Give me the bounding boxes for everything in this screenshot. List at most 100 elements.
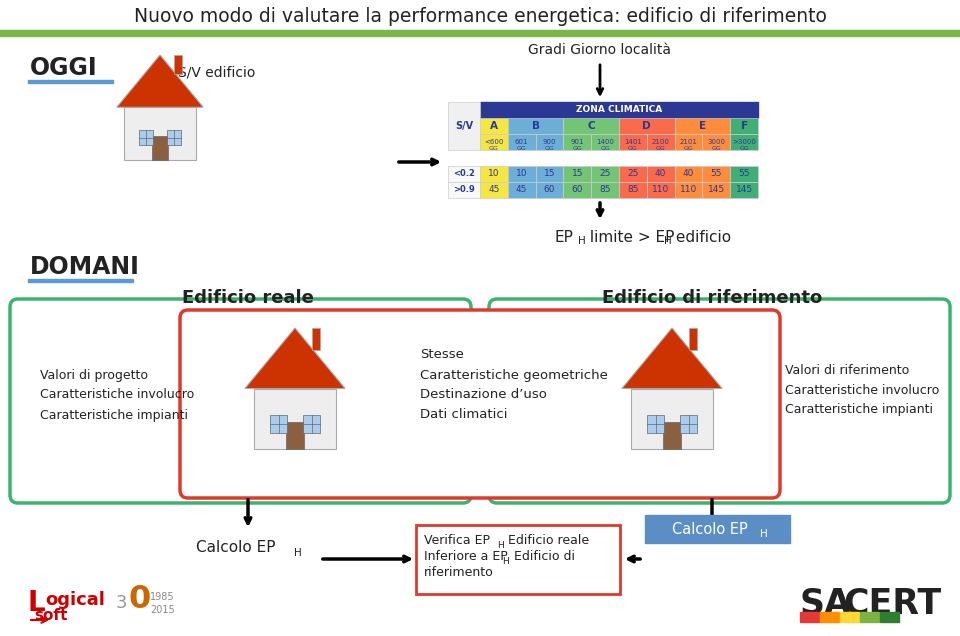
Bar <box>731 182 758 198</box>
Bar <box>880 612 899 622</box>
Bar <box>703 134 731 150</box>
Bar <box>619 118 675 134</box>
Bar <box>167 130 181 146</box>
Bar <box>508 182 536 198</box>
Text: edificio: edificio <box>671 230 732 244</box>
Text: ogical: ogical <box>45 591 105 609</box>
Text: 145: 145 <box>708 186 725 195</box>
Text: 110: 110 <box>652 186 669 195</box>
Text: 110: 110 <box>680 186 697 195</box>
Bar <box>675 182 703 198</box>
Text: 2101: 2101 <box>680 139 697 145</box>
Bar <box>28 279 133 282</box>
Text: Edificio di riferimento: Edificio di riferimento <box>602 289 822 307</box>
Bar <box>688 328 697 350</box>
Bar <box>731 166 758 182</box>
Text: 1400: 1400 <box>596 139 614 145</box>
Text: riferimento: riferimento <box>424 565 493 579</box>
Bar <box>591 166 619 182</box>
Text: 145: 145 <box>735 186 753 195</box>
Text: GG: GG <box>684 146 693 151</box>
Text: DOMANI: DOMANI <box>30 255 140 279</box>
Bar <box>681 415 697 432</box>
Bar <box>448 182 480 198</box>
Text: 25: 25 <box>627 170 638 179</box>
Bar <box>271 415 287 432</box>
Bar <box>508 166 536 182</box>
Text: 40: 40 <box>683 170 694 179</box>
Bar <box>591 182 619 198</box>
Text: 25: 25 <box>599 170 611 179</box>
Polygon shape <box>117 55 204 107</box>
Bar <box>536 182 564 198</box>
Text: 15: 15 <box>571 170 583 179</box>
Text: 3000: 3000 <box>708 139 726 145</box>
Text: Edificio reale: Edificio reale <box>182 289 314 307</box>
Text: 45: 45 <box>489 186 499 195</box>
Text: H: H <box>664 236 672 246</box>
Bar <box>619 166 647 182</box>
Text: GG: GG <box>489 146 499 151</box>
Text: Calcolo EP: Calcolo EP <box>196 541 276 555</box>
Text: 40: 40 <box>655 170 666 179</box>
Text: H: H <box>294 548 301 558</box>
Bar <box>731 118 758 134</box>
Bar <box>703 166 731 182</box>
Text: 3: 3 <box>116 594 128 612</box>
Bar <box>647 166 675 182</box>
Polygon shape <box>622 328 722 389</box>
Bar <box>0 33 960 36</box>
Bar <box>647 134 675 150</box>
Bar <box>564 182 591 198</box>
Text: L: L <box>28 589 46 617</box>
Text: 10: 10 <box>516 170 527 179</box>
Bar <box>480 102 758 118</box>
Text: Valori di riferimento
Caratteristiche involucro
Caratteristiche impianti: Valori di riferimento Caratteristiche in… <box>785 364 939 417</box>
Text: GG: GG <box>600 146 610 151</box>
Bar <box>675 118 731 134</box>
Text: S/V edificio: S/V edificio <box>178 65 255 79</box>
Text: CERT: CERT <box>843 587 941 621</box>
Bar <box>153 136 168 160</box>
FancyBboxPatch shape <box>10 299 471 503</box>
Text: GG: GG <box>572 146 582 151</box>
Text: Verifica EP: Verifica EP <box>424 534 490 546</box>
Text: SA: SA <box>800 587 852 621</box>
Bar <box>175 55 181 74</box>
Bar <box>591 134 619 150</box>
Text: 2015: 2015 <box>150 605 175 615</box>
Text: H: H <box>578 236 586 246</box>
Text: 1985: 1985 <box>150 592 175 602</box>
Text: H: H <box>502 556 509 565</box>
FancyBboxPatch shape <box>489 299 950 503</box>
Bar <box>28 80 113 83</box>
Text: 2100: 2100 <box>652 139 670 145</box>
Text: Edificio reale: Edificio reale <box>504 534 589 546</box>
Text: <0.2: <0.2 <box>453 170 475 179</box>
Text: S/V: S/V <box>455 121 473 131</box>
Text: H: H <box>760 529 768 539</box>
Text: 0: 0 <box>128 584 151 616</box>
Text: GG: GG <box>544 146 554 151</box>
Bar <box>645 515 790 543</box>
Text: Valori di progetto
Caratteristiche involucro
Caratteristiche impianti: Valori di progetto Caratteristiche invol… <box>40 368 194 422</box>
Text: A: A <box>490 121 498 131</box>
Text: 15: 15 <box>543 170 555 179</box>
Text: GG: GG <box>516 146 527 151</box>
Bar <box>125 107 196 160</box>
Bar <box>508 134 536 150</box>
Text: 85: 85 <box>599 186 611 195</box>
Text: soft: soft <box>34 607 67 623</box>
Bar <box>303 415 320 432</box>
Bar <box>448 166 480 182</box>
Text: E: E <box>699 121 706 131</box>
Bar <box>631 389 713 449</box>
Bar <box>675 134 703 150</box>
Bar <box>820 612 839 622</box>
Text: B: B <box>532 121 540 131</box>
Bar <box>703 182 731 198</box>
Text: >0.9: >0.9 <box>453 186 475 195</box>
Text: 601: 601 <box>515 139 528 145</box>
Text: Inferiore a EP: Inferiore a EP <box>424 550 508 562</box>
Bar <box>480 134 508 150</box>
